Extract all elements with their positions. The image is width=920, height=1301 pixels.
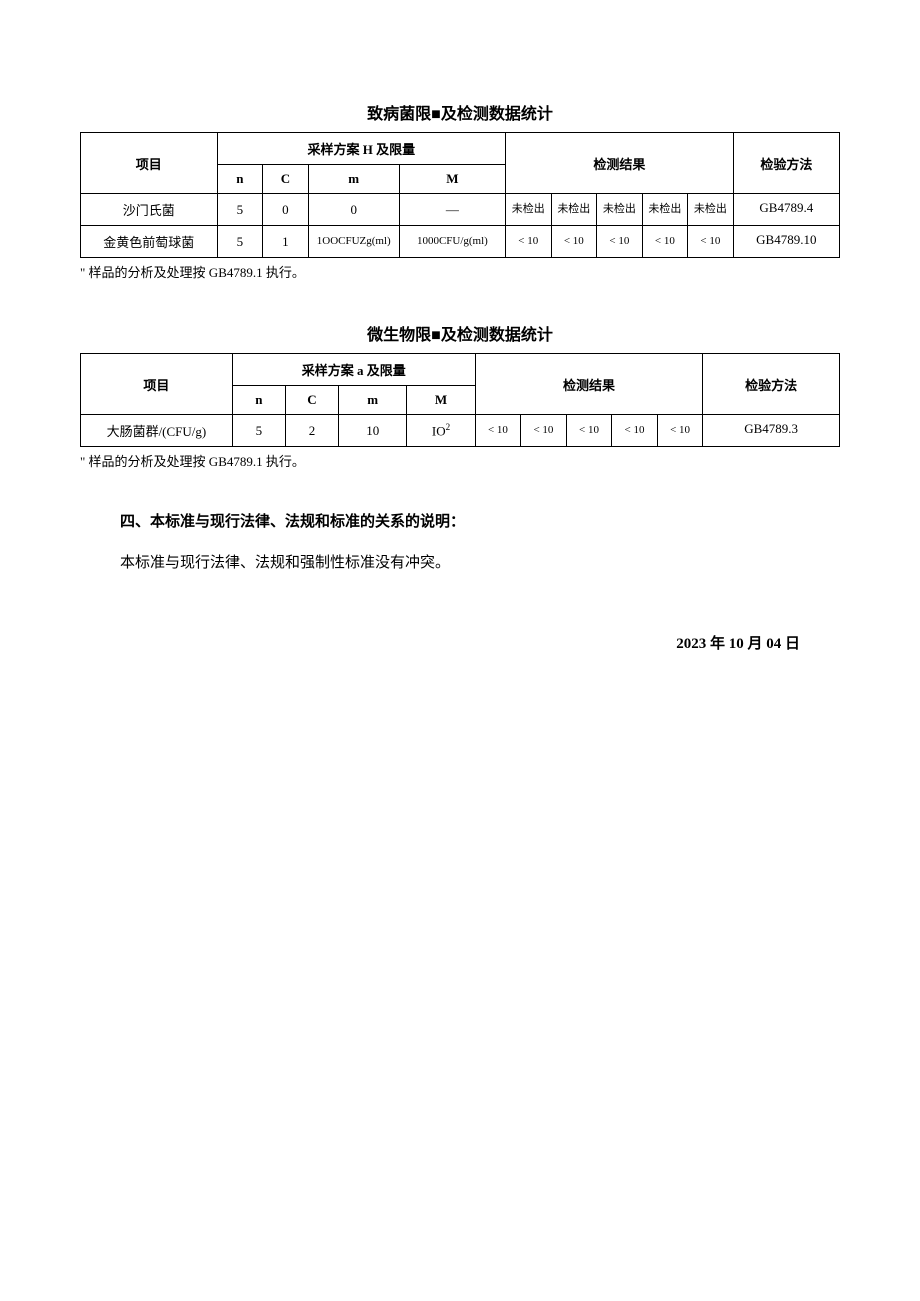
cell-r2: 未检出 bbox=[551, 194, 597, 226]
cell-r4: 未检出 bbox=[642, 194, 688, 226]
cell-item: 金黄色前萄球菌 bbox=[81, 226, 218, 258]
header-method: 检验方法 bbox=[733, 133, 839, 194]
col-c: C bbox=[285, 386, 338, 415]
cell-M: 1000CFU/g(ml) bbox=[399, 226, 505, 258]
table1-title: 致病菌限■及检测数据统计 bbox=[80, 100, 840, 124]
header-plan: 采样方案 a 及限量 bbox=[232, 354, 475, 386]
cell-M: IO2 bbox=[407, 415, 475, 447]
col-c: C bbox=[263, 165, 309, 194]
cell-n: 5 bbox=[217, 194, 263, 226]
col-M: M bbox=[407, 386, 475, 415]
cell-r5: < 10 bbox=[657, 415, 703, 447]
cell-c: 0 bbox=[263, 194, 309, 226]
header-plan: 采样方案 H 及限量 bbox=[217, 133, 505, 165]
header-item: 项目 bbox=[81, 354, 233, 415]
cell-method: GB4789.3 bbox=[703, 415, 840, 447]
header-result: 检测结果 bbox=[506, 133, 734, 194]
table-row: 项目 采样方案 H 及限量 检测结果 检验方法 bbox=[81, 133, 840, 165]
cell-m: 1OOCFUZg(ml) bbox=[308, 226, 399, 258]
cell-r3: < 10 bbox=[566, 415, 612, 447]
cell-c: 1 bbox=[263, 226, 309, 258]
cell-m: 0 bbox=[308, 194, 399, 226]
section4-body: 本标准与现行法律、法规和强制性标准没有冲突。 bbox=[120, 551, 840, 572]
header-method: 检验方法 bbox=[703, 354, 840, 415]
section4-heading: 四、本标准与现行法律、法规和标准的关系的说明： bbox=[120, 510, 840, 531]
cell-m: 10 bbox=[339, 415, 407, 447]
cell-method: GB4789.10 bbox=[733, 226, 839, 258]
cell-r5: < 10 bbox=[688, 226, 734, 258]
cell-n: 5 bbox=[217, 226, 263, 258]
cell-M: — bbox=[399, 194, 505, 226]
cell-item: 沙门氏菌 bbox=[81, 194, 218, 226]
table1: 项目 采样方案 H 及限量 检测结果 检验方法 n C m M 沙门氏菌 5 0… bbox=[80, 132, 840, 258]
table2: 项目 采样方案 a 及限量 检测结果 检验方法 n C m M 大肠菌群/(CF… bbox=[80, 353, 840, 447]
cell-c: 2 bbox=[285, 415, 338, 447]
document-date: 2023 年 10 月 04 日 bbox=[80, 632, 800, 653]
cell-r4: < 10 bbox=[612, 415, 658, 447]
cell-r3: 未检出 bbox=[597, 194, 643, 226]
col-m: m bbox=[308, 165, 399, 194]
col-m: m bbox=[339, 386, 407, 415]
cell-M-base: IO bbox=[432, 423, 446, 438]
page-content: 致病菌限■及检测数据统计 项目 采样方案 H 及限量 检测结果 检验方法 n C… bbox=[0, 0, 920, 693]
table2-footnote: " 样品的分析及处理按 GB4789.1 执行。 bbox=[80, 451, 840, 470]
table1-footnote: " 样品的分析及处理按 GB4789.1 执行。 bbox=[80, 262, 840, 281]
cell-M-sup: 2 bbox=[446, 422, 451, 432]
col-n: n bbox=[217, 165, 263, 194]
cell-r1: < 10 bbox=[506, 226, 552, 258]
header-result: 检测结果 bbox=[475, 354, 703, 415]
table-row: 大肠菌群/(CFU/g) 5 2 10 IO2 < 10 < 10 < 10 <… bbox=[81, 415, 840, 447]
col-n: n bbox=[232, 386, 285, 415]
cell-r4: < 10 bbox=[642, 226, 688, 258]
cell-method: GB4789.4 bbox=[733, 194, 839, 226]
cell-r1: 未检出 bbox=[506, 194, 552, 226]
table-row: 项目 采样方案 a 及限量 检测结果 检验方法 bbox=[81, 354, 840, 386]
col-M: M bbox=[399, 165, 505, 194]
cell-r3: < 10 bbox=[597, 226, 643, 258]
header-item: 项目 bbox=[81, 133, 218, 194]
table-row: 金黄色前萄球菌 5 1 1OOCFUZg(ml) 1000CFU/g(ml) <… bbox=[81, 226, 840, 258]
cell-r2: < 10 bbox=[521, 415, 567, 447]
cell-r1: < 10 bbox=[475, 415, 521, 447]
cell-r5: 未检出 bbox=[688, 194, 734, 226]
table2-title: 微生物限■及检测数据统计 bbox=[80, 321, 840, 345]
cell-n: 5 bbox=[232, 415, 285, 447]
table-row: 沙门氏菌 5 0 0 — 未检出 未检出 未检出 未检出 未检出 GB4789.… bbox=[81, 194, 840, 226]
cell-item: 大肠菌群/(CFU/g) bbox=[81, 415, 233, 447]
cell-r2: < 10 bbox=[551, 226, 597, 258]
